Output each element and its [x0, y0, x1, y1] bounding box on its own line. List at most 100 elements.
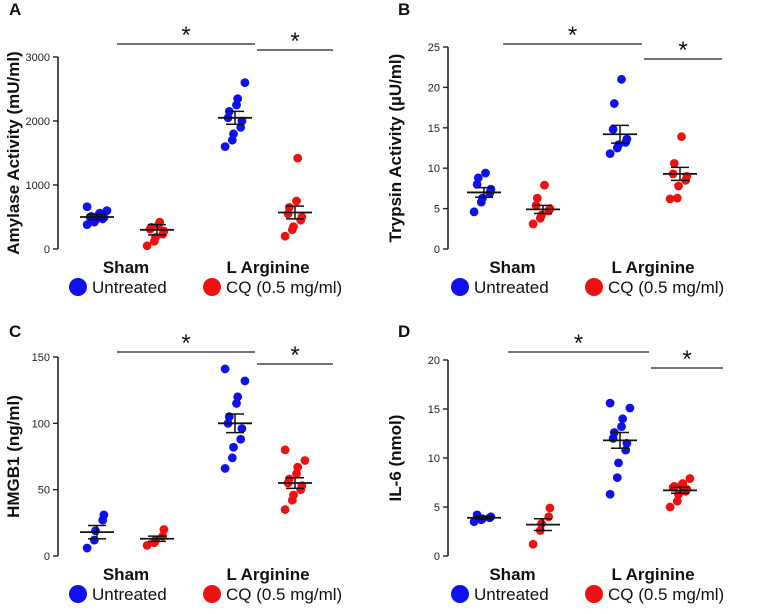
data-point: [289, 222, 298, 232]
data-point: [91, 526, 100, 536]
y-tick-label: 3000: [26, 52, 50, 64]
y-tick-label: 0: [434, 551, 440, 563]
y-tick-label: 5: [434, 204, 440, 216]
data-point: [609, 99, 619, 108]
legend-marker-untreated: [451, 278, 469, 296]
legend: Untreated CQ (0.5 mg/ml): [69, 585, 342, 604]
data-point: [540, 180, 549, 190]
data-point: [280, 505, 290, 514]
data-point: [229, 442, 238, 452]
legend-label-untreated: Untreated: [92, 278, 167, 297]
data-point: [237, 424, 247, 434]
data-point: [481, 168, 490, 178]
significance-star: *: [290, 342, 299, 369]
y-tick-label: 2000: [26, 116, 50, 128]
category-label: L Arginine: [611, 565, 694, 584]
data-point: [102, 206, 112, 216]
data-point: [617, 74, 626, 84]
data-point: [669, 158, 679, 168]
data-point: [292, 469, 301, 479]
significance-star: *: [181, 330, 190, 357]
legend-label-untreated: Untreated: [474, 585, 549, 604]
data-point: [240, 78, 250, 87]
data-point: [280, 231, 290, 241]
data-point: [159, 525, 169, 534]
y-axis-label: HMGB1 (ng/ml): [4, 395, 23, 518]
y-tick-label: 15: [428, 123, 440, 135]
data-point: [617, 422, 626, 432]
panel-letter: B: [398, 0, 410, 19]
data-point: [532, 193, 542, 203]
y-tick-label: 10: [428, 163, 440, 175]
data-point: [142, 241, 152, 251]
legend-marker-untreated: [69, 585, 87, 603]
data-point: [618, 414, 628, 424]
data-point: [674, 181, 683, 191]
data-point: [233, 392, 243, 402]
data-point: [672, 193, 682, 203]
data-point: [625, 403, 635, 413]
panel-C: C 0 50 100 150 HMGB1 (ng/ml) Sham L Arginine * * U…: [4, 322, 342, 604]
y-tick-label: 100: [32, 418, 50, 430]
data-point: [537, 519, 546, 529]
category-label: Sham: [103, 258, 149, 277]
category-label: L Arginine: [226, 258, 309, 277]
data-point: [614, 458, 623, 468]
significance-star: *: [574, 330, 583, 357]
data-point: [622, 134, 632, 144]
data-point: [293, 462, 303, 472]
y-tick-label: 0: [44, 551, 50, 563]
data-point: [544, 512, 554, 522]
legend-label-cq: CQ (0.5 mg/ml): [608, 278, 724, 297]
panel-letter: C: [9, 322, 21, 341]
data-point: [605, 149, 615, 159]
y-tick-label: 150: [32, 352, 50, 364]
data-point: [220, 142, 230, 152]
data-point: [685, 474, 695, 483]
legend-marker-untreated: [451, 585, 469, 603]
data-point: [99, 510, 109, 520]
legend: Untreated CQ (0.5 mg/ml): [451, 278, 724, 297]
data-point: [82, 543, 92, 553]
y-tick-label: 25: [428, 42, 440, 54]
data-point: [605, 489, 615, 499]
data-point: [142, 540, 152, 550]
data-point: [237, 116, 247, 126]
category-label: Sham: [103, 565, 149, 584]
data-point: [297, 212, 307, 222]
data-point: [678, 479, 688, 488]
data-point: [233, 94, 243, 103]
y-tick-label: 20: [428, 355, 440, 367]
data-point: [220, 364, 230, 374]
data-point: [236, 434, 246, 444]
legend: Untreated CQ (0.5 mg/ml): [69, 278, 342, 297]
panel-letter: A: [9, 0, 21, 19]
legend-marker-cq: [203, 278, 221, 296]
data-point: [612, 473, 622, 482]
y-axis-label: Amylase Activity (mU/ml): [4, 51, 23, 254]
data-point: [293, 153, 303, 163]
data-point: [159, 226, 169, 236]
legend-label-cq: CQ (0.5 mg/ml): [226, 585, 342, 604]
legend-marker-cq: [585, 278, 603, 296]
category-label: Sham: [489, 258, 535, 277]
panel-D: D 0 5 10 15 20 IL-6 (nmol) Sham L Arginine * * Untr…: [386, 322, 724, 604]
y-tick-label: 1000: [26, 180, 50, 192]
data-point: [528, 539, 538, 549]
data-point: [473, 173, 483, 183]
legend-label-untreated: Untreated: [474, 278, 549, 297]
data-point: [669, 482, 679, 491]
legend-marker-cq: [585, 585, 603, 603]
data-point: [300, 456, 310, 465]
data-point: [292, 196, 301, 206]
y-axis-label: Trypsin Activity (µU/ml): [386, 54, 405, 243]
data-point: [677, 132, 686, 142]
legend-marker-untreated: [69, 278, 87, 296]
significance-star: *: [290, 28, 299, 55]
y-tick-label: 5: [434, 502, 440, 514]
data-point: [82, 220, 92, 230]
data-point: [665, 502, 675, 512]
data-point: [469, 207, 479, 217]
